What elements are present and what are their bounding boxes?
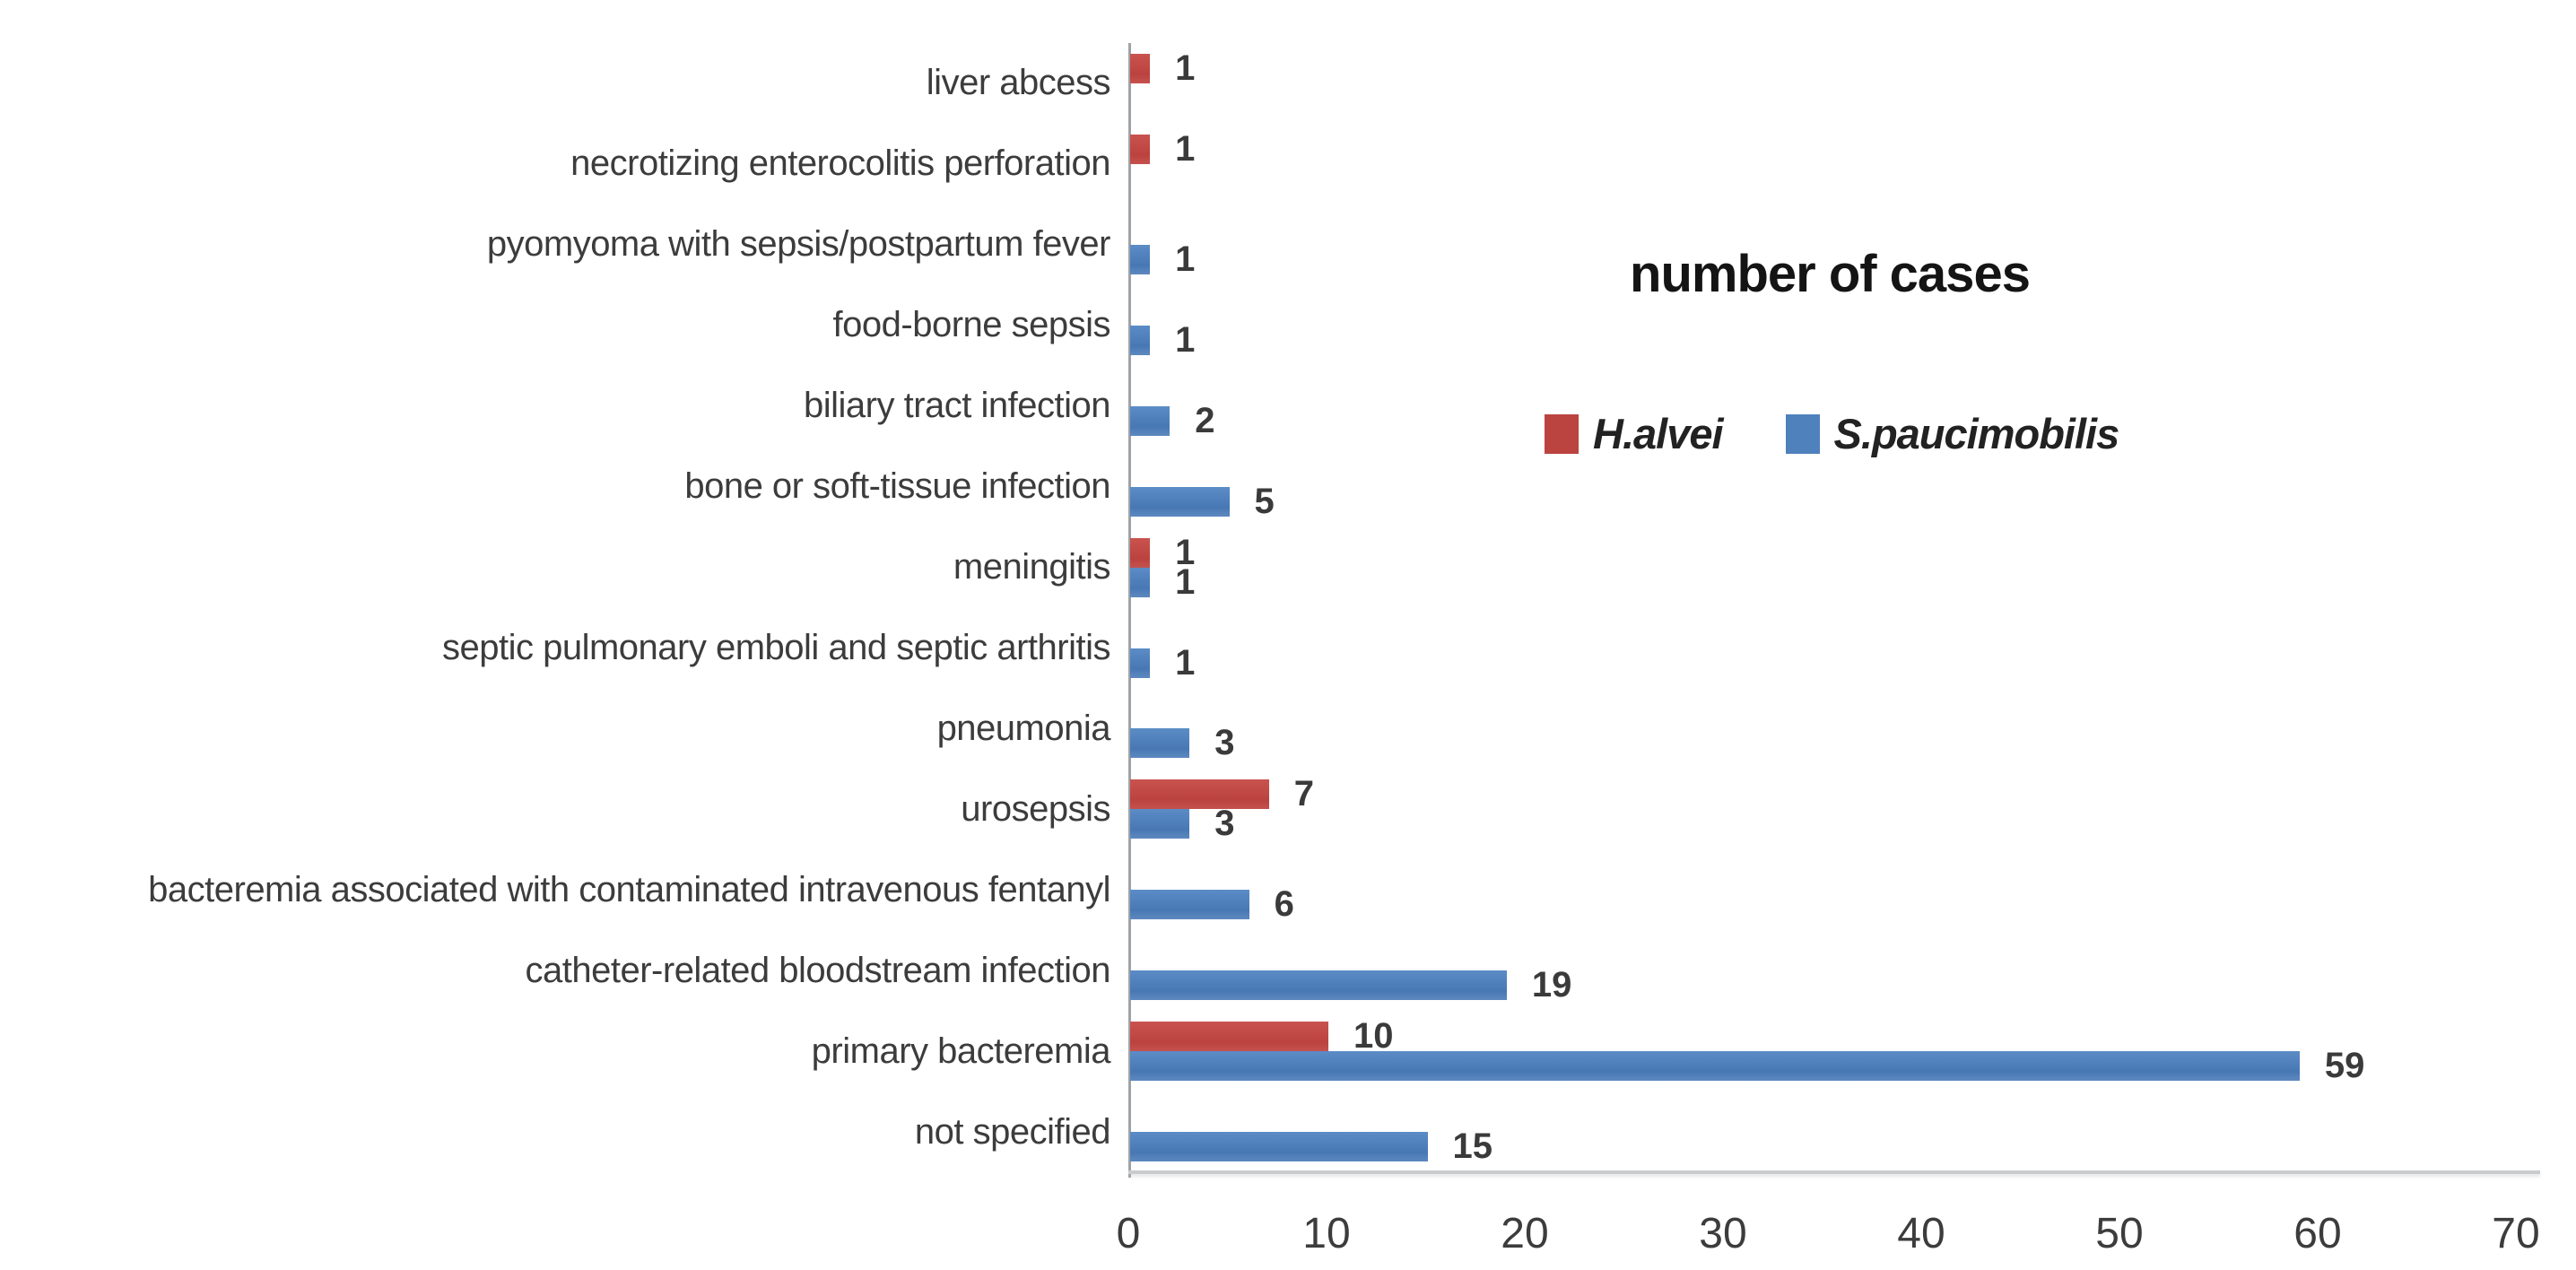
category-label: primary bacteremia <box>811 1031 1111 1071</box>
s-paucimobilis-bar <box>1130 728 1190 759</box>
x-tick-label: 50 <box>2095 1210 2144 1257</box>
x-tick-label: 70 <box>2492 1210 2540 1257</box>
x-tick-label: 40 <box>1897 1210 1945 1257</box>
y-axis-line <box>1128 43 1131 1178</box>
s-paucimobilis-bar <box>1130 890 1249 920</box>
h-alvei-value-label: 1 <box>1175 48 1196 88</box>
x-tick-label: 30 <box>1699 1210 1747 1257</box>
category-label: liver abcess <box>926 63 1111 103</box>
h-alvei-bar <box>1130 1022 1328 1052</box>
legend-label-h-alvei: H.alvei <box>1593 410 1724 457</box>
category-label: necrotizing enterocolitis perforation <box>570 144 1110 184</box>
category-label: pneumonia <box>936 708 1111 748</box>
s-paucimobilis-value-label: 1 <box>1175 642 1196 683</box>
s-paucimobilis-value-label: 2 <box>1195 400 1215 440</box>
s-paucimobilis-bar <box>1130 486 1230 517</box>
h-alvei-swatch-icon <box>1545 413 1579 454</box>
s-paucimobilis-value-label: 1 <box>1175 239 1196 279</box>
s-paucimobilis-bar <box>1130 405 1171 436</box>
category-label: not specified <box>914 1111 1111 1152</box>
category-label: food-borne sepsis <box>832 305 1111 345</box>
s-paucimobilis-bar <box>1130 809 1190 839</box>
h-alvei-bar <box>1130 537 1151 568</box>
s-paucimobilis-bar <box>1130 567 1151 597</box>
h-alvei-bar <box>1130 779 1269 810</box>
s-paucimobilis-value-label: 3 <box>1214 723 1235 763</box>
s-paucimobilis-bar <box>1130 648 1151 678</box>
h-alvei-value-label: 10 <box>1353 1016 1394 1057</box>
s-paucimobilis-bar <box>1130 1051 2300 1082</box>
h-alvei-value-label: 1 <box>1175 532 1196 572</box>
chart-title: number of cases <box>1630 245 2031 303</box>
s-paucimobilis-value-label: 1 <box>1175 319 1196 360</box>
s-paucimobilis-value-label: 15 <box>1452 1126 1493 1167</box>
legend-label-s-paucimobilis: S.paucimobilis <box>1833 410 2120 457</box>
legend-item-s-paucimobilis: S.paucimobilis <box>1785 409 2120 458</box>
category-label: septic pulmonary emboli and septic arthr… <box>441 627 1111 667</box>
s-paucimobilis-value-label: 19 <box>1531 965 1572 1005</box>
h-alvei-bar <box>1130 54 1151 83</box>
x-tick-label: 20 <box>1501 1210 1549 1257</box>
h-alvei-bar <box>1130 134 1151 164</box>
x-tick-label: 60 <box>2293 1210 2342 1257</box>
category-label: bacteremia associated with contaminated … <box>148 869 1110 909</box>
x-tick-label: 0 <box>1116 1210 1141 1257</box>
category-label: pyomyoma with sepsis/postpartum fever <box>486 224 1111 265</box>
legend-item-h-alvei: H.alvei <box>1545 409 1724 458</box>
category-label: biliary tract infection <box>804 386 1110 426</box>
x-tick-label: 10 <box>1302 1210 1351 1257</box>
s-paucimobilis-bar <box>1130 244 1151 274</box>
s-paucimobilis-value-label: 1 <box>1175 561 1196 602</box>
s-paucimobilis-value-label: 3 <box>1214 804 1235 844</box>
category-label: catheter-related bloodstream infection <box>525 950 1111 990</box>
s-paucimobilis-value-label: 6 <box>1274 884 1294 925</box>
s-paucimobilis-swatch-icon <box>1785 413 1820 454</box>
category-label: urosepsis <box>961 788 1110 829</box>
s-paucimobilis-value-label: 59 <box>2324 1046 2365 1086</box>
x-axis-line <box>1128 1170 2540 1174</box>
s-paucimobilis-value-label: 5 <box>1254 481 1275 521</box>
h-alvei-value-label: 1 <box>1175 128 1196 169</box>
s-paucimobilis-bar <box>1130 1132 1428 1162</box>
s-paucimobilis-bar <box>1130 325 1151 355</box>
legend: H.alvei S.paucimobilis <box>1545 409 2119 458</box>
category-label: meningitis <box>953 547 1111 587</box>
category-label: bone or soft-tissue infection <box>684 466 1110 507</box>
s-paucimobilis-bar <box>1130 970 1507 1001</box>
h-alvei-value-label: 7 <box>1293 774 1314 814</box>
